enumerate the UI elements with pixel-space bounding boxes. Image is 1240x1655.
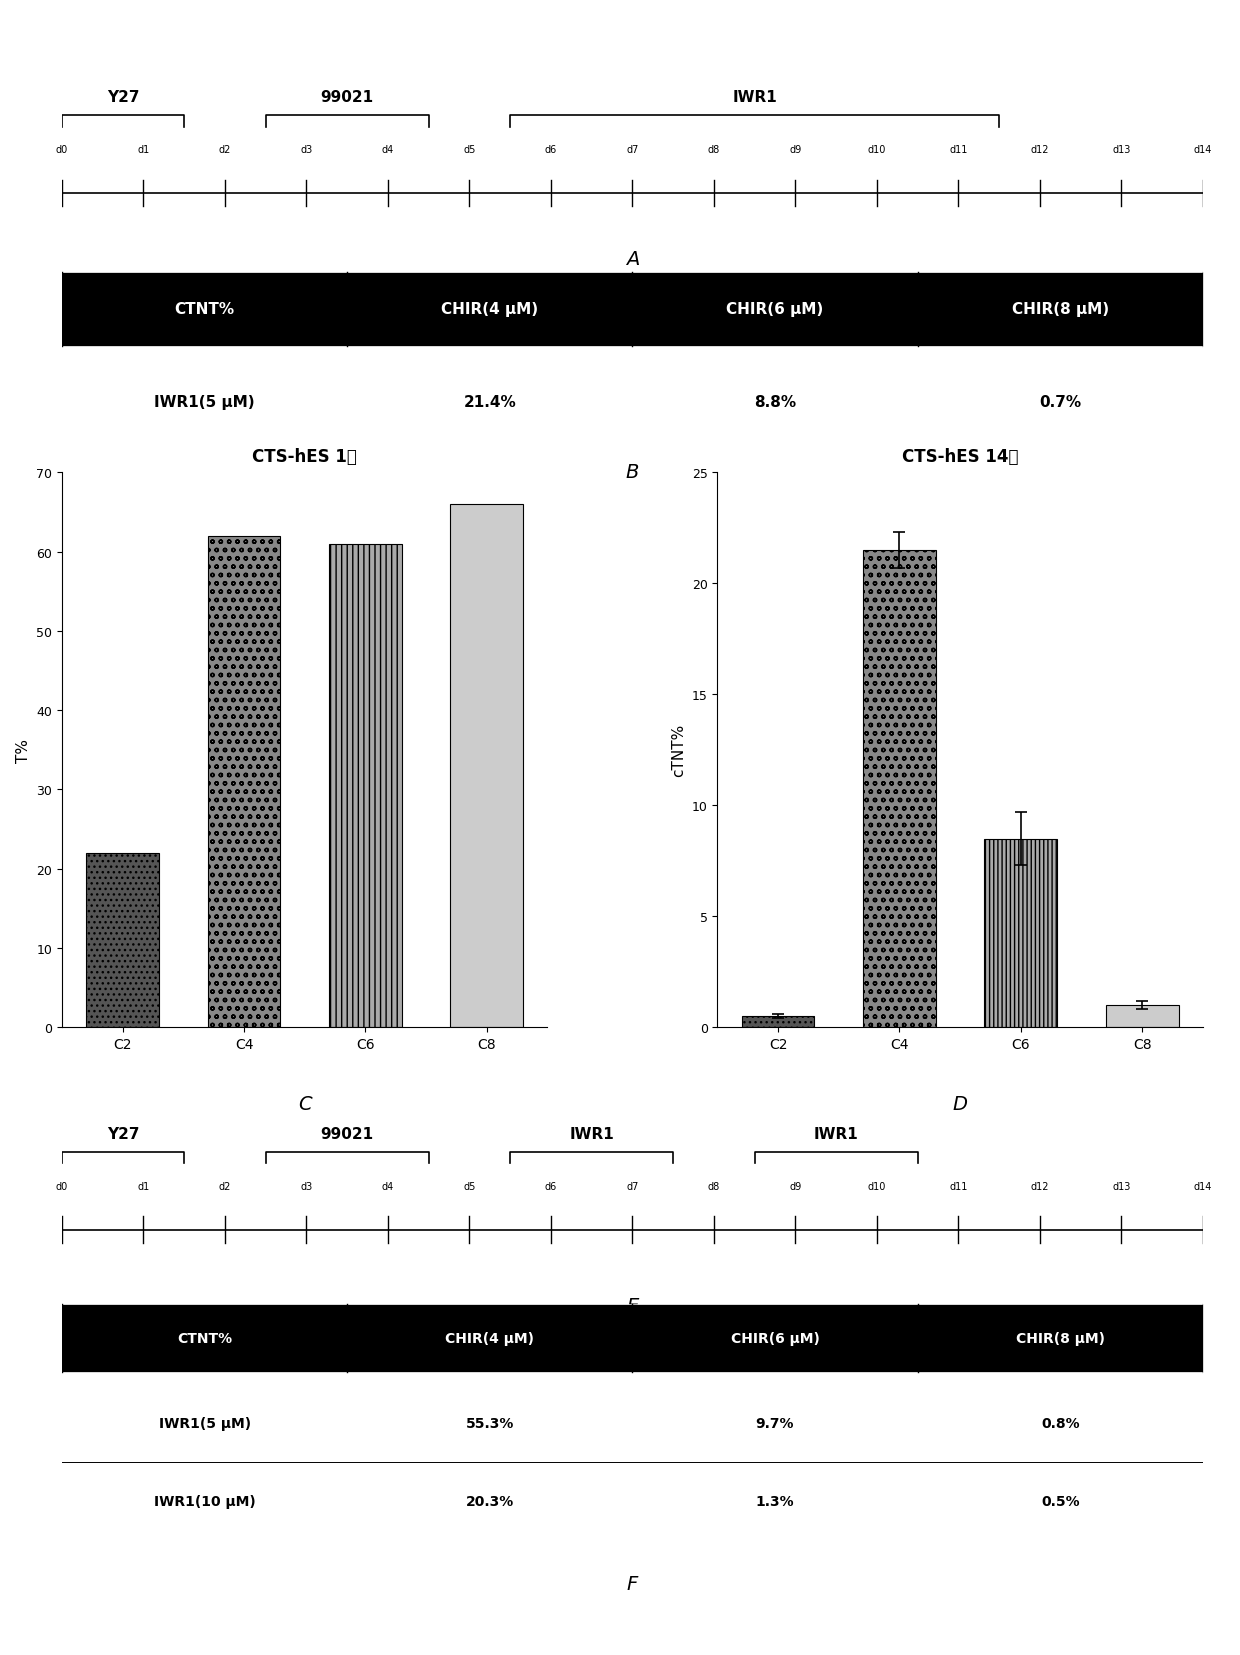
Text: CTNT%: CTNT% (175, 301, 234, 318)
Text: d3: d3 (300, 1182, 312, 1192)
Text: CHIR(6 μM): CHIR(6 μM) (730, 1331, 820, 1346)
Text: d5: d5 (464, 1182, 476, 1192)
Text: IWR1(5 μM): IWR1(5 μM) (159, 1417, 250, 1430)
Text: 99021: 99021 (321, 91, 373, 106)
Bar (207, 536, 280, 1028)
Text: d0: d0 (56, 1182, 68, 1192)
Text: d1: d1 (138, 1182, 150, 1192)
Bar (62, 1304, 347, 1372)
Text: 1.3%: 1.3% (755, 1494, 795, 1508)
Bar (62, 273, 347, 346)
Text: 55.3%: 55.3% (465, 1417, 515, 1430)
Text: 0.8%: 0.8% (1040, 1417, 1080, 1430)
Text: 0.7%: 0.7% (1039, 394, 1081, 409)
Text: 20.3%: 20.3% (466, 1494, 513, 1508)
Text: C: C (298, 1094, 311, 1114)
Text: IWR1: IWR1 (813, 1127, 858, 1142)
Text: d1: d1 (138, 146, 150, 156)
Text: 99021: 99021 (321, 1127, 373, 1142)
Text: d8: d8 (708, 146, 720, 156)
Text: IWR1: IWR1 (733, 91, 777, 106)
Text: d11: d11 (949, 146, 967, 156)
Y-axis label: cTNT%: cTNT% (671, 723, 686, 776)
Text: d4: d4 (382, 1182, 394, 1192)
Title: CTS-hES 14天: CTS-hES 14天 (901, 449, 1018, 467)
Y-axis label: T%: T% (16, 738, 31, 763)
Bar (450, 505, 523, 1028)
Text: D: D (952, 1094, 967, 1114)
Text: d13: d13 (1112, 146, 1131, 156)
Bar (87, 854, 159, 1028)
Bar (918, 273, 1203, 346)
Text: d12: d12 (1030, 1182, 1049, 1192)
Bar (632, 1304, 918, 1372)
Text: d2: d2 (218, 146, 231, 156)
Text: CHIR(4 μM): CHIR(4 μM) (441, 301, 538, 318)
Text: d14: d14 (1194, 146, 1211, 156)
Text: d9: d9 (789, 146, 801, 156)
Text: d2: d2 (218, 1182, 231, 1192)
Bar (347, 273, 632, 346)
Bar (347, 1304, 632, 1372)
Text: 21.4%: 21.4% (464, 394, 516, 409)
Bar (742, 1016, 815, 1028)
Title: CTS-hES 1天: CTS-hES 1天 (252, 449, 357, 467)
Text: CHIR(6 μM): CHIR(6 μM) (727, 301, 823, 318)
Bar (918, 1304, 1203, 1372)
Text: d8: d8 (708, 1182, 720, 1192)
Bar (329, 544, 402, 1028)
Text: CHIR(4 μM): CHIR(4 μM) (445, 1331, 534, 1346)
Text: IWR1: IWR1 (569, 1127, 614, 1142)
Text: d0: d0 (56, 146, 68, 156)
Bar (1106, 1005, 1178, 1028)
Text: d5: d5 (464, 146, 476, 156)
Text: 9.7%: 9.7% (755, 1417, 795, 1430)
Text: 8.8%: 8.8% (754, 394, 796, 409)
Text: d9: d9 (789, 1182, 801, 1192)
Text: E: E (626, 1296, 639, 1316)
Text: B: B (626, 463, 639, 482)
Text: CHIR(8 μM): CHIR(8 μM) (1012, 301, 1109, 318)
Text: IWR1(5 μM): IWR1(5 μM) (154, 394, 255, 409)
Text: d12: d12 (1030, 146, 1049, 156)
Bar (985, 839, 1058, 1028)
Text: CTNT%: CTNT% (177, 1331, 232, 1346)
Text: CHIR(8 μM): CHIR(8 μM) (1016, 1331, 1105, 1346)
Text: d6: d6 (544, 146, 557, 156)
Text: d13: d13 (1112, 1182, 1131, 1192)
Text: d4: d4 (382, 146, 394, 156)
Text: Y27: Y27 (107, 91, 139, 106)
Text: IWR1(10 μM): IWR1(10 μM) (154, 1494, 255, 1508)
Text: d7: d7 (626, 146, 639, 156)
Text: d10: d10 (868, 146, 887, 156)
Text: d7: d7 (626, 1182, 639, 1192)
Text: d6: d6 (544, 1182, 557, 1192)
Text: F: F (626, 1574, 639, 1592)
Bar (863, 551, 936, 1028)
Text: d3: d3 (300, 146, 312, 156)
Bar (632, 273, 918, 346)
Text: d14: d14 (1194, 1182, 1211, 1192)
Text: A: A (626, 250, 639, 268)
Text: Y27: Y27 (107, 1127, 139, 1142)
Text: d11: d11 (949, 1182, 967, 1192)
Text: d10: d10 (868, 1182, 887, 1192)
Text: 0.5%: 0.5% (1040, 1494, 1080, 1508)
